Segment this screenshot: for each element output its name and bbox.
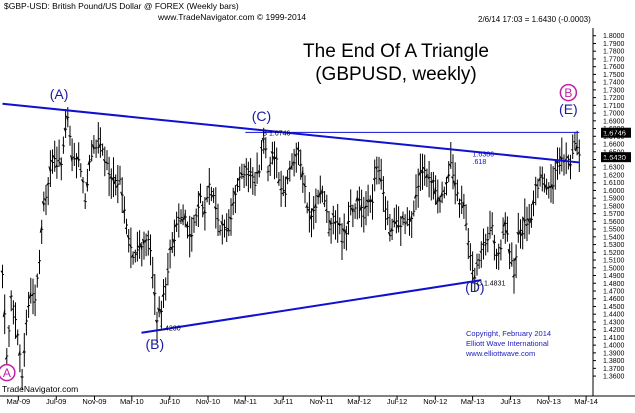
- x-tick-label: Nov-10: [196, 397, 220, 406]
- quote-line: 2/6/14 17:03 = 1.6430 (-0.0003): [478, 15, 591, 24]
- y-tick-label: 1.4900: [603, 273, 625, 280]
- price-annotation: C 1.4831: [477, 281, 506, 288]
- wave-label-e: (E): [559, 101, 578, 117]
- price-bar-open: [254, 182, 256, 183]
- y-tick-label: 1.7900: [603, 41, 625, 48]
- y-tick-label: 1.7500: [603, 72, 625, 79]
- y-tick-label: 1.4300: [603, 319, 625, 326]
- y-tick-label: 1.3700: [603, 366, 625, 373]
- y-tick-label: 1.4700: [603, 288, 625, 295]
- y-tick-label: 1.5000: [603, 265, 625, 272]
- price-bar-open: [412, 213, 414, 214]
- y-tick-label: 1.4500: [603, 304, 625, 311]
- x-tick-label: Mar-12: [347, 397, 371, 406]
- price-bar-open: [478, 260, 480, 261]
- x-tick-label: Mar-13: [461, 397, 485, 406]
- price-annotation: .618: [473, 159, 487, 166]
- x-tick-label: Jul-12: [387, 397, 407, 406]
- y-tick-label: 1.4800: [603, 281, 625, 288]
- y-tick-label: 1.4200: [603, 327, 625, 334]
- y-tick-label: 1.7800: [603, 49, 625, 56]
- price-bar-open: [323, 204, 325, 205]
- chart-title-line1: The End Of A Triangle: [303, 41, 489, 62]
- x-tick-label: Jul-13: [500, 397, 520, 406]
- wave-label-b: B: [564, 86, 572, 100]
- price-bar-open: [225, 229, 227, 230]
- price-bar-open: [58, 160, 60, 161]
- y-tick-label: 1.6000: [603, 188, 625, 195]
- x-tick-label: Nov-09: [82, 397, 106, 406]
- y-tick-label: 1.7000: [603, 111, 625, 118]
- x-tick-label: Mar-10: [120, 397, 144, 406]
- chart-title-line2: (GBPUSD, weekly): [315, 64, 477, 85]
- y-tick-label: 1.5500: [603, 227, 625, 234]
- price-bar-open: [177, 217, 179, 218]
- y-tick-label: 1.3900: [603, 350, 625, 357]
- price-bar-open: [108, 173, 110, 174]
- y-tick-label: 1.5700: [603, 211, 625, 218]
- copyright-line3: www.elliottwave.com: [465, 349, 535, 358]
- price-bar-open: [180, 221, 182, 222]
- y-tick-label: 1.7100: [603, 103, 625, 110]
- y-tick-label: 1.5400: [603, 234, 625, 241]
- x-tick-label: Jul-09: [46, 397, 66, 406]
- y-tick-label: 1.6100: [603, 180, 625, 187]
- y-tick-label: 1.5900: [603, 196, 625, 203]
- copyright-line1: Copyright, February 2014: [466, 329, 551, 338]
- x-tick-label: Nov-11: [310, 397, 334, 406]
- y-tick-label: 1.4000: [603, 343, 625, 350]
- y-tick-label: 1.6400: [603, 157, 625, 164]
- x-tick-label: Mar-14: [574, 397, 598, 406]
- price-bar-open: [101, 151, 103, 152]
- symbol-line: $GBP-USD: British Pound/US Dollar @ FORE…: [4, 1, 239, 11]
- y-tick-label: 1.4600: [603, 296, 625, 303]
- price-annotation: 1.4230: [159, 325, 181, 332]
- source-line: www.TradeNavigator.com © 1999-2014: [157, 12, 306, 22]
- tradenavigator-logo: TradeNavigator.com: [2, 384, 78, 394]
- price-annotation: B 1.6746: [262, 131, 290, 138]
- price-annotation: 1.6386: [473, 151, 495, 158]
- y-tick-label: 1.4100: [603, 335, 625, 342]
- wave-label-a: (A): [50, 86, 69, 102]
- y-tick-label: 1.5800: [603, 203, 625, 210]
- y-tick-label: 1.5300: [603, 242, 625, 249]
- price-bar-open: [341, 241, 343, 242]
- price-bar-open: [404, 222, 406, 223]
- y-tick-label: 1.5100: [603, 258, 625, 265]
- y-tick-label: 1.4400: [603, 312, 625, 319]
- y-tick-label: 1.6800: [603, 126, 625, 133]
- y-tick-label: 1.8000: [603, 33, 625, 40]
- y-tick-label: 1.5200: [603, 250, 625, 257]
- y-tick-label: 1.6500: [603, 149, 625, 156]
- y-tick-label: 1.7200: [603, 95, 625, 102]
- y-tick-label: 1.7700: [603, 56, 625, 63]
- price-bar-open: [90, 160, 92, 161]
- x-tick-label: Jul-11: [273, 397, 293, 406]
- wave-label-c: (C): [252, 108, 271, 124]
- x-tick-label: Nov-12: [423, 397, 447, 406]
- price-bar-open: [558, 166, 560, 167]
- y-tick-label: 1.6900: [603, 118, 625, 125]
- y-tick-label: 1.7400: [603, 80, 625, 87]
- y-tick-label: 1.7300: [603, 87, 625, 94]
- y-tick-label: 1.6300: [603, 165, 625, 172]
- y-tick-label: 1.7600: [603, 64, 625, 71]
- price-bar-open: [210, 194, 212, 195]
- x-tick-label: Jul-10: [160, 397, 180, 406]
- x-tick-label: Mar-11: [234, 397, 257, 406]
- y-tick-label: 1.3800: [603, 358, 625, 365]
- y-tick-label: 1.6200: [603, 172, 625, 179]
- y-tick-label: 1.6700: [603, 134, 625, 141]
- x-tick-label: Mar-09: [6, 397, 30, 406]
- wave-label-b: (B): [146, 336, 165, 352]
- y-tick-label: 1.6600: [603, 142, 625, 149]
- y-tick-label: 1.3600: [603, 374, 625, 381]
- x-tick-label: Nov-13: [537, 397, 561, 406]
- wave-label-a: A: [3, 366, 11, 380]
- y-tick-label: 1.5600: [603, 219, 625, 226]
- copyright-line2: Elliott Wave International: [466, 339, 549, 348]
